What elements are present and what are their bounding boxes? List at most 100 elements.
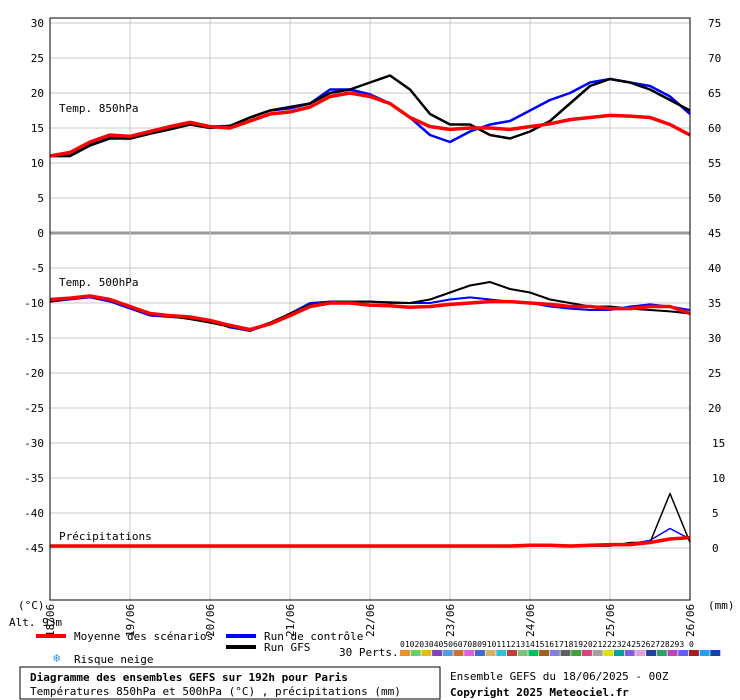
left-tick-label: 30 (31, 17, 44, 30)
pert-swatch (474, 650, 485, 656)
left-unit-label: (°C) (18, 599, 45, 612)
pert-swatch (442, 650, 453, 656)
perts-swatches (400, 650, 721, 656)
t850-line-mean (49, 91, 691, 158)
left-tick-label: -25 (24, 402, 44, 415)
panel-label-500: Temp. 500hPa (59, 276, 138, 289)
right-tick-label: 5 (712, 507, 719, 520)
right-tick-label: 70 (708, 52, 721, 65)
legend-mean-label: Moyenne des scénarios (74, 630, 213, 643)
run-info: Ensemble GEFS du 18/06/2025 - 00Z (450, 670, 669, 683)
x-date-label: 18/06 (44, 604, 57, 637)
pert-swatch (614, 650, 624, 656)
series-area (49, 74, 691, 548)
x-date-label: 19/06 (124, 604, 137, 637)
pert-swatch (603, 650, 614, 656)
snowflake-icon: ❄ (53, 651, 60, 665)
pert-swatch (400, 650, 410, 656)
pert-swatch (464, 650, 475, 656)
pert-swatch (699, 650, 710, 656)
tick-labels: 302520151050-5-10-15-20-25-30-35-40-4575… (24, 17, 725, 637)
x-date-label: 26/06 (684, 604, 697, 637)
pert-swatch (678, 650, 689, 656)
x-date-label: 22/06 (364, 604, 377, 637)
pert-swatch (624, 650, 635, 656)
pert-swatch (496, 650, 507, 656)
right-tick-label: 25 (708, 367, 721, 380)
pert-swatch (710, 650, 721, 656)
left-tick-label: 25 (31, 52, 44, 65)
t850-line-gfs (50, 74, 691, 158)
legend-gfs-swatch (226, 645, 256, 649)
right-tick-label: 75 (708, 17, 721, 30)
t500-line-mean (49, 294, 691, 332)
chart-title: Diagramme des ensembles GEFS sur 192h po… (30, 671, 348, 684)
legend-gfs-label: Run GFS (264, 641, 310, 654)
right-tick-label: 35 (708, 297, 721, 310)
left-tick-label: 0 (37, 227, 44, 240)
right-tick-label: 45 (708, 227, 721, 240)
left-tick-label: -5 (31, 262, 44, 275)
altitude-label: Alt. 93m (9, 616, 62, 629)
legend-perts-numbers: 0102030405060708091011121314151617181920… (400, 640, 694, 649)
copyright: Copyright 2025 Meteociel.fr (450, 686, 629, 699)
pert-swatch (410, 650, 421, 656)
right-tick-label: 55 (708, 157, 721, 170)
pert-swatch (592, 650, 603, 656)
right-tick-label: 10 (712, 472, 725, 485)
pert-swatch (635, 650, 646, 656)
right-tick-label: 50 (708, 192, 721, 205)
x-date-label: 24/06 (524, 604, 537, 637)
legend-control-label: Run de contrôle (264, 630, 363, 643)
right-tick-label: 15 (712, 437, 725, 450)
pert-swatch (528, 650, 539, 656)
left-tick-label: -15 (24, 332, 44, 345)
legend: Moyenne des scénarios Run de contrôle Ru… (36, 630, 721, 666)
legend-control-swatch (226, 634, 256, 638)
right-tick-label: 0 (712, 542, 719, 555)
pert-swatch (432, 650, 443, 656)
pert-swatch (646, 650, 657, 656)
plot-frame (49, 17, 691, 601)
precip-line-mean (50, 535, 691, 548)
grid-lines (49, 18, 691, 600)
pert-swatch (656, 650, 667, 656)
legend-mean-swatch (36, 634, 66, 638)
right-unit-label: (mm) (708, 599, 735, 612)
left-tick-label: 20 (31, 87, 44, 100)
pert-swatch (539, 650, 550, 656)
pert-swatch (517, 650, 528, 656)
panel-label-850: Temp. 850hPa (59, 102, 138, 115)
x-date-label: 25/06 (604, 604, 617, 637)
left-tick-label: -20 (24, 367, 44, 380)
legend-perts-label: 30 Perts. (339, 646, 399, 659)
pert-swatch (571, 650, 582, 656)
pert-swatch (688, 650, 699, 656)
panel-label-precip: Précipitations (59, 530, 152, 543)
left-tick-label: -10 (24, 297, 44, 310)
right-tick-label: 20 (708, 402, 721, 415)
left-tick-label: -45 (24, 542, 44, 555)
pert-swatch (485, 650, 496, 656)
legend-snow-label: Risque neige (74, 653, 153, 666)
title-box (19, 666, 441, 700)
right-tick-label: 40 (708, 262, 721, 275)
left-tick-label: 15 (31, 122, 44, 135)
x-date-label: 20/06 (204, 604, 217, 637)
right-tick-label: 60 (708, 122, 721, 135)
x-date-label: 23/06 (444, 604, 457, 637)
pert-swatch (507, 650, 517, 656)
axes (49, 17, 691, 601)
left-tick-label: -30 (24, 437, 44, 450)
pert-swatch (560, 650, 571, 656)
left-tick-label: 5 (37, 192, 44, 205)
right-tick-label: 65 (708, 87, 721, 100)
right-tick-label: 30 (708, 332, 721, 345)
pert-swatch (549, 650, 560, 656)
left-tick-label: -40 (24, 507, 44, 520)
left-tick-label: -35 (24, 472, 44, 485)
pert-swatch (667, 650, 678, 656)
x-date-label: 21/06 (284, 604, 297, 637)
pert-swatch (453, 650, 464, 656)
